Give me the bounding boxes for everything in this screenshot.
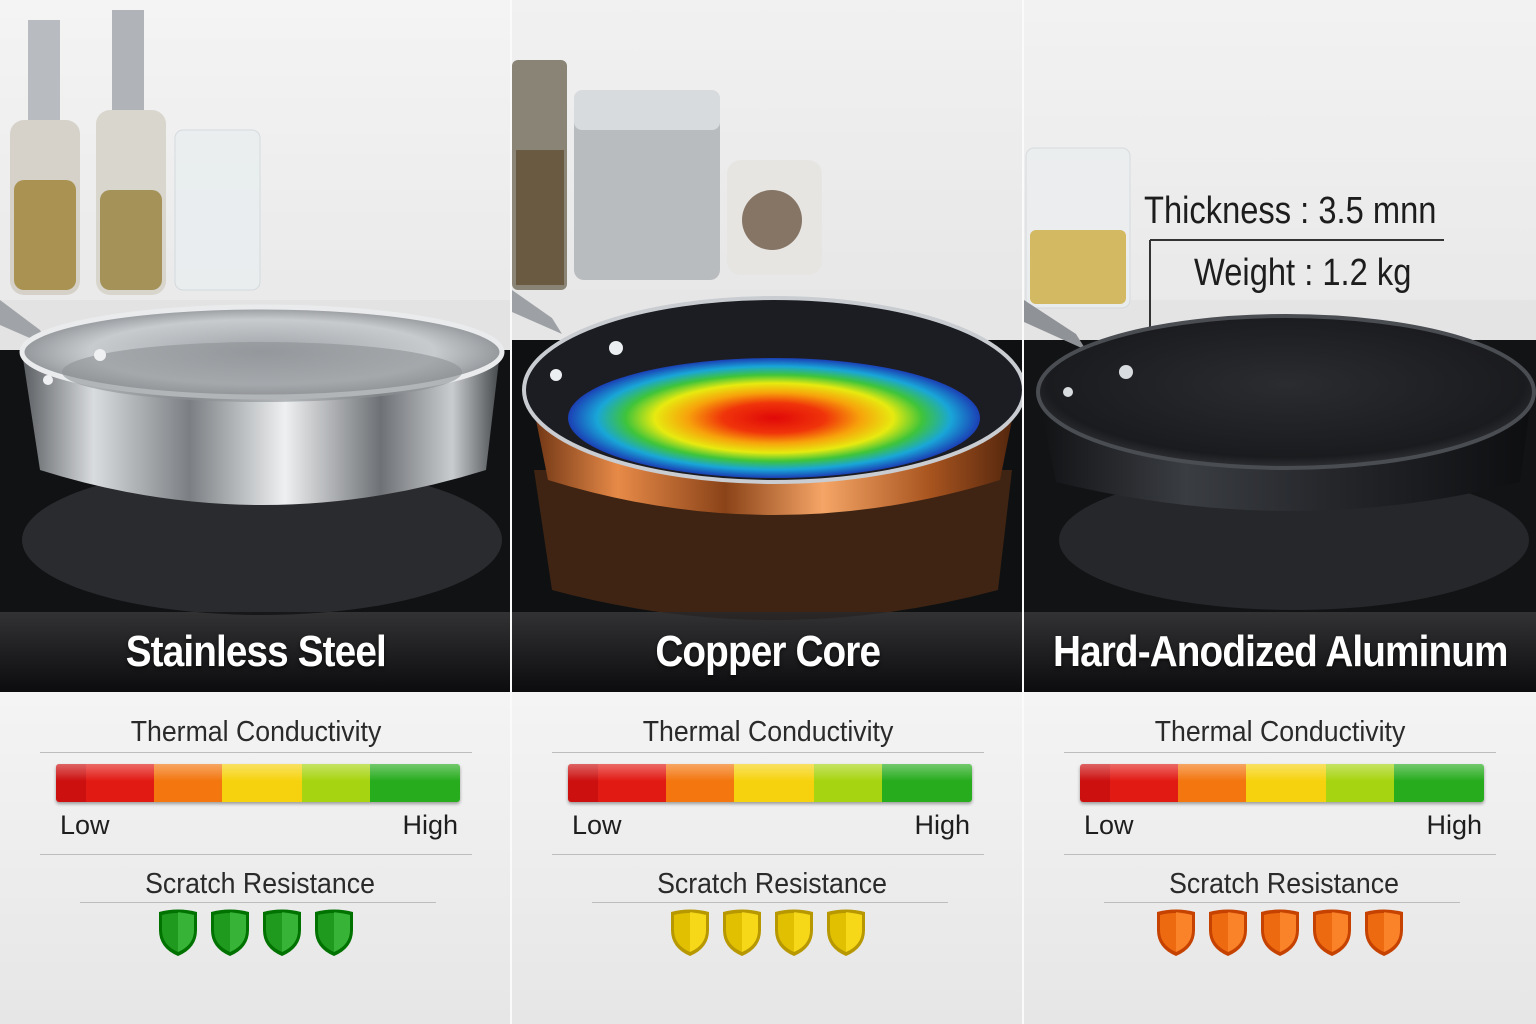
weight-spec: Weight : 1.2 kg: [1194, 252, 1412, 294]
scale-low-label: Low: [572, 810, 622, 840]
shield-icon: [723, 909, 761, 956]
divider: [40, 752, 472, 753]
divider: [1064, 752, 1496, 753]
divider: [1064, 854, 1496, 855]
shield-icon: [1209, 909, 1247, 956]
scratch-resistance-title: Scratch Resistance: [1169, 868, 1399, 900]
copper-pan-illustration: [512, 0, 1022, 692]
scale-segment: [568, 764, 598, 802]
material-name: Copper Core: [655, 627, 882, 676]
divider: [1104, 902, 1460, 903]
scale-segment: [598, 764, 666, 802]
scale-high-label: High: [914, 810, 970, 840]
scratch-resistance-shields: [1024, 908, 1536, 958]
scale-segment: [370, 764, 460, 802]
scale-segment: [86, 764, 154, 802]
scale-low-label: Low: [60, 810, 110, 840]
stainless-pan-photo: [0, 0, 510, 692]
shield-icon: [211, 909, 249, 956]
scale-segment: [734, 764, 814, 802]
shield-icon: [671, 909, 709, 956]
scale-segment: [1080, 764, 1110, 802]
scratch-resistance-shields: [512, 908, 1022, 958]
thermal-conductivity-title: Thermal Conductivity: [130, 716, 382, 748]
thermal-conductivity-title: Thermal Conductivity: [642, 716, 894, 748]
thermal-conductivity-scale: [1080, 764, 1484, 802]
rating-area: Thermal Conductivity Low High Scratch Re…: [0, 692, 510, 1024]
scale-segment: [666, 764, 734, 802]
divider: [80, 902, 436, 903]
scale-segment: [1394, 764, 1484, 802]
scale-segment: [1326, 764, 1394, 802]
shield-icon: [159, 909, 197, 956]
shield-icon: [263, 909, 301, 956]
scale-segment: [56, 764, 86, 802]
divider: [592, 902, 948, 903]
shield-icon: [1261, 909, 1299, 956]
anodized-pan-photo: Thickness : 3.5 mnn Weight : 1.2 kg: [1024, 0, 1536, 692]
scale-segment: [302, 764, 370, 802]
shield-icon: [827, 909, 865, 956]
panel-hard-anodized-aluminum: Thickness : 3.5 mnn Weight : 1.2 kg Hard…: [1024, 0, 1536, 1024]
scale-segment: [1246, 764, 1326, 802]
shield-icon: [1365, 909, 1403, 956]
panel-copper-core: Copper Core Thermal Conductivity Low Hig…: [512, 0, 1024, 1024]
material-name: Stainless Steel: [125, 627, 387, 676]
divider: [552, 752, 984, 753]
scale-segment: [222, 764, 302, 802]
scratch-resistance-shields: [0, 908, 510, 958]
scale-segment: [154, 764, 222, 802]
shield-icon: [1157, 909, 1195, 956]
shield-icon: [315, 909, 353, 956]
shield-icon: [1313, 909, 1351, 956]
scale-segment: [1178, 764, 1246, 802]
material-name: Hard-Anodized Aluminum: [1052, 627, 1508, 676]
material-title-band: Copper Core: [512, 612, 1022, 692]
thickness-spec: Thickness : 3.5 mnn: [1144, 190, 1437, 232]
anodized-pan-illustration: [1024, 0, 1536, 692]
thermal-conductivity-title: Thermal Conductivity: [1154, 716, 1406, 748]
shield-icon: [775, 909, 813, 956]
scale-segment: [1110, 764, 1178, 802]
scale-segment: [882, 764, 972, 802]
rating-area: Thermal Conductivity Low High Scratch Re…: [1024, 692, 1536, 1024]
stainless-pan-illustration: [0, 0, 510, 692]
rating-area: Thermal Conductivity Low High Scratch Re…: [512, 692, 1022, 1024]
thermal-conductivity-scale: [56, 764, 460, 802]
scale-high-label: High: [402, 810, 458, 840]
copper-pan-photo: [512, 0, 1022, 692]
panel-stainless-steel: Stainless Steel Thermal Conductivity Low…: [0, 0, 512, 1024]
material-title-band: Hard-Anodized Aluminum: [1024, 612, 1536, 692]
divider: [40, 854, 472, 855]
scale-low-label: Low: [1084, 810, 1134, 840]
scratch-resistance-title: Scratch Resistance: [657, 868, 887, 900]
scale-high-label: High: [1426, 810, 1482, 840]
divider: [552, 854, 984, 855]
material-title-band: Stainless Steel: [0, 612, 510, 692]
scale-segment: [814, 764, 882, 802]
scratch-resistance-title: Scratch Resistance: [145, 868, 375, 900]
thermal-conductivity-scale: [568, 764, 972, 802]
